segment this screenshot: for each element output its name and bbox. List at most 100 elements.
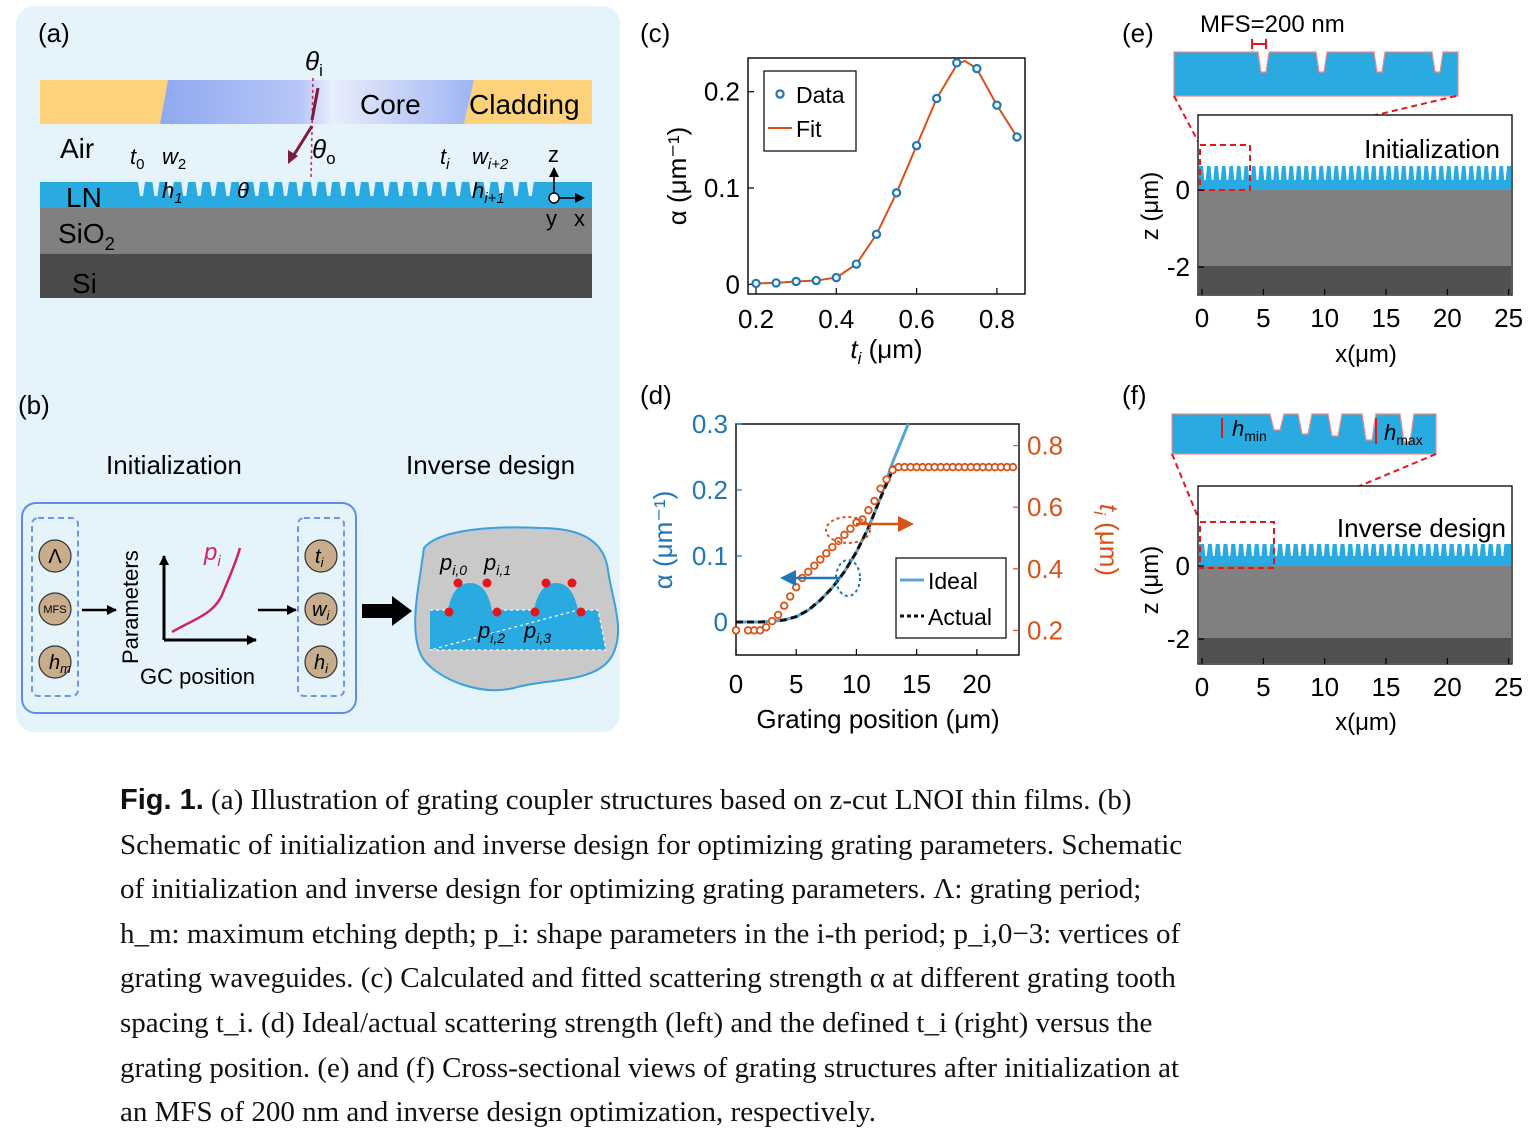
sio2-label: SiO2 xyxy=(58,218,115,254)
wi2-label: wi+2 xyxy=(472,144,509,173)
y2-axis-label: ti (μm) xyxy=(1090,504,1124,576)
inset-label: Inverse design xyxy=(1337,513,1506,543)
lambda-text: Λ xyxy=(48,546,62,568)
mfs-text: MFS xyxy=(43,604,66,616)
output-ray xyxy=(290,125,314,159)
caption-line: Schematic of initialization and inverse … xyxy=(120,828,1183,861)
data-point xyxy=(911,140,922,151)
caption-line: an MFS of 200 nm and inverse design opti… xyxy=(120,1096,877,1129)
data-point xyxy=(992,100,1002,110)
hmin-label: hmin xyxy=(1232,416,1267,444)
si-region xyxy=(1199,638,1511,663)
right-axis-arrowhead xyxy=(898,516,914,532)
sio2-region xyxy=(1199,566,1511,638)
hm-node xyxy=(38,645,72,679)
x-tick-label: 20 xyxy=(1433,303,1462,333)
y-tick-label: 0.3 xyxy=(692,409,728,439)
ti-point xyxy=(846,524,855,533)
legend-data-label: Data xyxy=(796,82,845,108)
init-box xyxy=(21,502,357,714)
y2-tick-label: 0.2 xyxy=(1027,615,1063,645)
figure-1: (a) Core Cladding θi θo Air LN SiO2 Si t… xyxy=(16,6,1523,736)
x-tick-label: 10 xyxy=(1310,303,1339,333)
input-group xyxy=(31,517,79,697)
p1-label: pi,1 xyxy=(483,550,511,578)
ti-point xyxy=(804,567,813,577)
y-tick-label: 0 xyxy=(714,607,728,637)
ti-point xyxy=(882,475,891,484)
ti-point xyxy=(773,610,783,620)
y-axis-label: α (μm⁻¹) xyxy=(648,491,678,590)
data-point xyxy=(972,63,982,74)
caption-line: of initialization and inverse design for… xyxy=(120,873,1142,906)
grating-cross-section xyxy=(1199,166,1511,190)
wi-text: wi xyxy=(312,599,330,623)
vertex-marker xyxy=(530,607,540,617)
panel-f-label: (f) xyxy=(1122,380,1147,410)
air-label: Air xyxy=(60,133,94,164)
hi1-label: hi+1 xyxy=(472,178,505,207)
data-point xyxy=(771,278,781,288)
alpha-highlight xyxy=(835,559,861,597)
ti-point xyxy=(864,506,873,515)
ti-point xyxy=(761,623,771,632)
x-tick-label: 25 xyxy=(1494,303,1523,333)
vertex-marker xyxy=(453,578,463,588)
plot-frame xyxy=(747,57,1026,295)
x-tick-label: 10 xyxy=(1310,672,1339,702)
data-point xyxy=(831,272,842,283)
sio2-layer xyxy=(40,208,592,254)
x-tick-label: 25 xyxy=(1494,672,1523,702)
panel-a-label: (a) xyxy=(38,18,70,48)
p3-label: pi,3 xyxy=(523,618,551,646)
data-point xyxy=(811,275,821,286)
params-axis-label: Parameters xyxy=(118,550,143,664)
legend-fit-label: Fit xyxy=(796,116,822,142)
actual-line xyxy=(736,469,894,624)
ti-point xyxy=(822,549,831,558)
vertex-marker xyxy=(576,607,586,617)
w2-label: w2 xyxy=(162,144,186,173)
y2-tick-label: 0.8 xyxy=(1027,431,1063,461)
f-ylabel: z (μm) xyxy=(1137,546,1164,614)
caption-line: h_m: maximum etching depth; p_i: shape p… xyxy=(120,917,1181,950)
ti-point xyxy=(816,555,825,564)
core-layer xyxy=(160,80,474,124)
data-point xyxy=(952,58,962,68)
x-axis-label: ti (μm) xyxy=(850,334,922,368)
ln-label: LN xyxy=(66,182,102,213)
y-tick-label: 0.1 xyxy=(692,541,728,571)
ti-point xyxy=(840,530,849,540)
axis-y-label: y xyxy=(546,206,557,231)
x-tick-label: 0.8 xyxy=(979,304,1015,334)
hmax-label: hmax xyxy=(1384,420,1423,448)
e-xlabel: x(μm) xyxy=(1335,341,1397,368)
x-tick-label: 5 xyxy=(1256,672,1270,702)
wi-node xyxy=(304,592,338,626)
ti-point xyxy=(779,601,789,610)
data-point xyxy=(1012,132,1022,142)
x-tick-label: 0.2 xyxy=(738,304,774,334)
x-tick-label: 5 xyxy=(1256,303,1270,333)
theta-label: θ xyxy=(237,178,249,203)
ti-point xyxy=(785,592,795,601)
inverse-title: Inverse design xyxy=(406,450,575,480)
p2-label: pi,2 xyxy=(477,618,505,646)
mfs-annotation: MFS=200 nm xyxy=(1200,11,1345,38)
x-tick-label: 0.6 xyxy=(899,304,935,334)
x-tick-label: 10 xyxy=(842,669,871,699)
x-tick-label: 0.4 xyxy=(818,304,854,334)
si-label: Si xyxy=(72,268,97,299)
vertex-marker xyxy=(444,607,454,617)
si-region xyxy=(1199,266,1511,294)
theta-i-label: θi xyxy=(305,46,323,80)
y-tick-label: -2 xyxy=(1167,252,1190,282)
caption-label: Fig. 1. xyxy=(120,784,204,816)
y-tick-label: 0.1 xyxy=(704,173,740,203)
theta-o-label: θo xyxy=(312,134,336,168)
f-xlabel: x(μm) xyxy=(1335,709,1397,736)
zoom-connector xyxy=(1171,453,1201,523)
legend-box xyxy=(763,70,857,152)
big-arrow xyxy=(362,596,412,626)
x-tick-label: 20 xyxy=(1433,672,1462,702)
